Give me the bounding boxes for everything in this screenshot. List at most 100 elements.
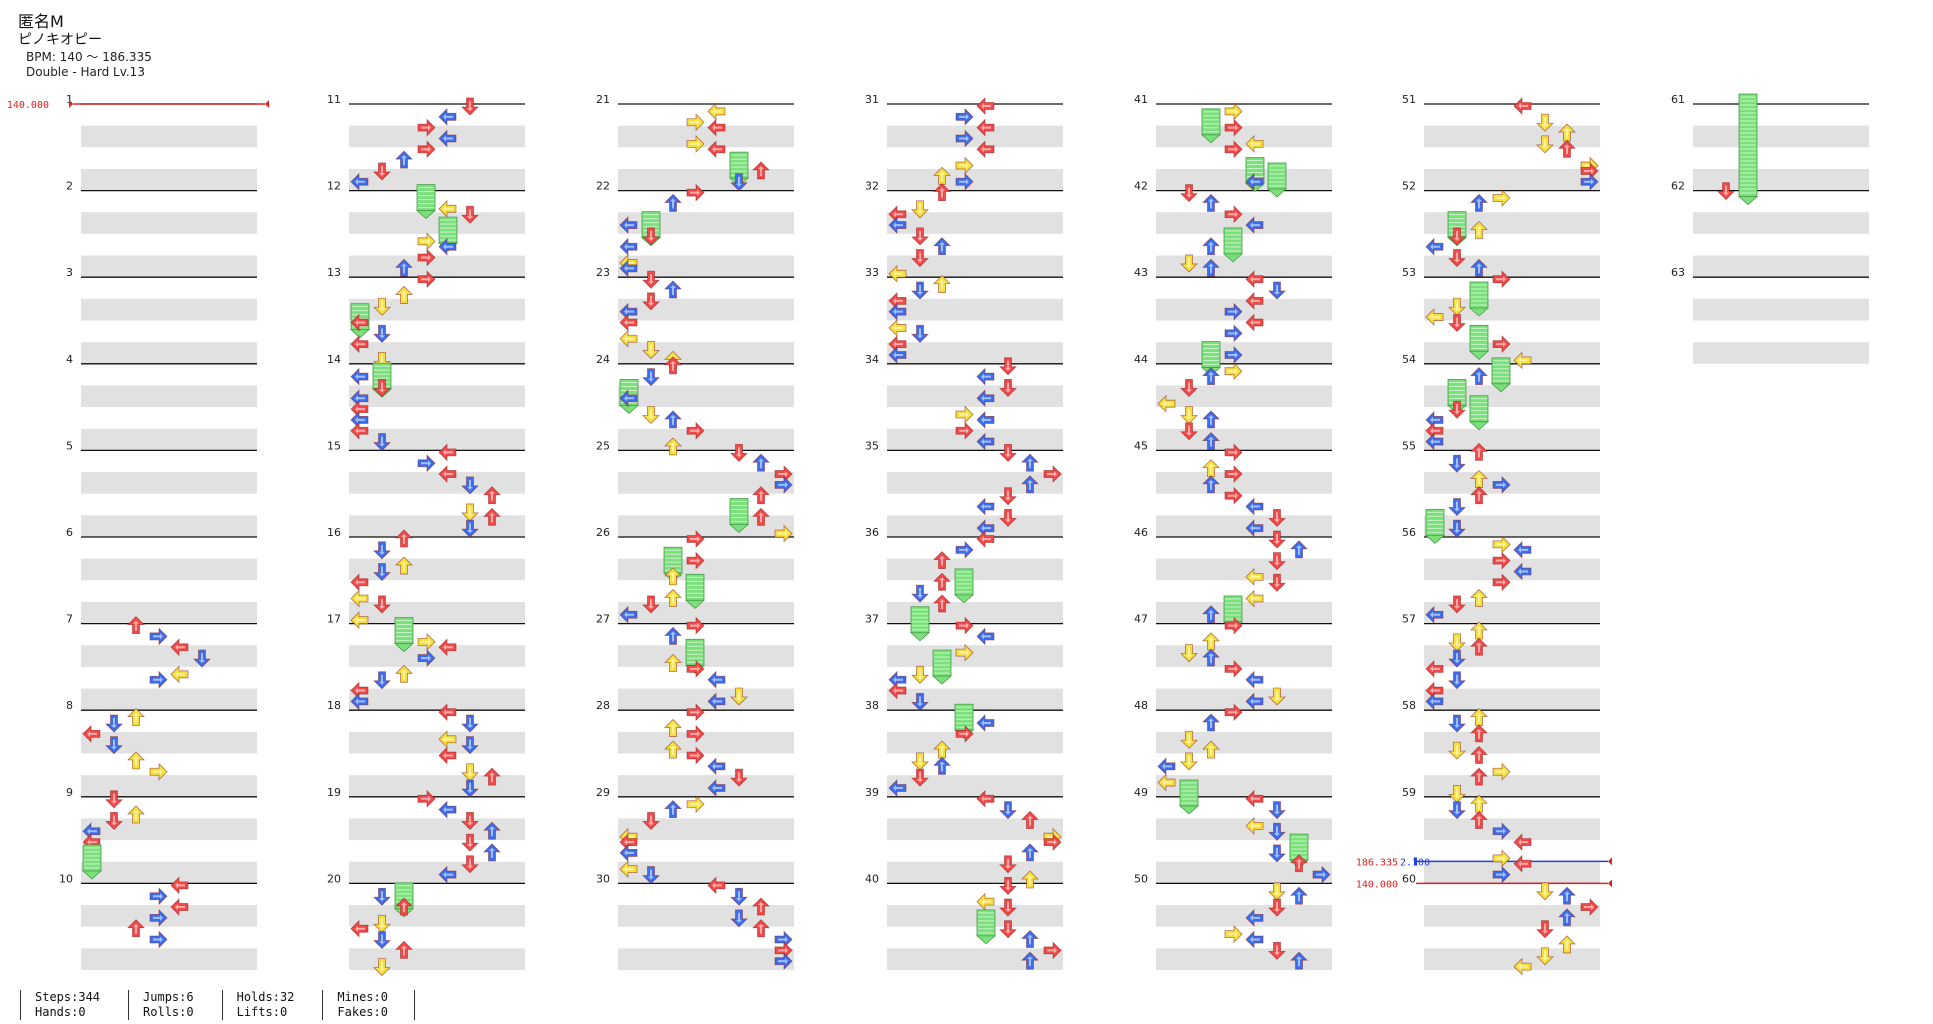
- measure-number: 17: [327, 613, 341, 626]
- note-arrow-icon: [999, 898, 1017, 917]
- note-arrow-icon: [1492, 535, 1511, 554]
- beat-stripe: [81, 558, 257, 581]
- note-arrow-icon: [1312, 865, 1331, 884]
- hold-note: [1266, 162, 1288, 198]
- measure-number: 29: [596, 786, 610, 799]
- beat-stripe: [349, 342, 525, 364]
- note-arrow-icon: [1224, 205, 1243, 224]
- measure-number: 22: [596, 180, 610, 193]
- note-arrow-icon: [350, 335, 369, 354]
- beat-stripe: [618, 601, 794, 624]
- note-arrow-icon: [888, 346, 907, 364]
- note-arrow-icon: [373, 563, 391, 582]
- note-arrow-icon: [619, 860, 638, 879]
- note-arrow-icon: [438, 107, 457, 126]
- beat-stripe: [1424, 515, 1600, 537]
- note-arrow-icon: [1470, 442, 1488, 461]
- note-arrow-icon: [999, 443, 1017, 462]
- note-arrow-icon: [1268, 844, 1286, 863]
- measure-number: 47: [1134, 613, 1148, 626]
- note-arrow-icon: [170, 638, 189, 657]
- beat-stripe: [349, 688, 525, 711]
- note-arrow-icon: [1245, 134, 1264, 153]
- note-arrow-icon: [438, 800, 457, 819]
- note-arrow-icon: [933, 237, 951, 256]
- note-arrow-icon: [888, 681, 907, 700]
- note-arrow-icon: [1202, 740, 1220, 759]
- note-arrow-icon: [438, 443, 457, 462]
- beat-stripe: [81, 428, 257, 451]
- stat-mines: Mines:0: [337, 990, 388, 1004]
- note-arrow-icon: [999, 877, 1017, 895]
- note-arrow-icon: [686, 551, 705, 570]
- hold-note: [1244, 157, 1266, 193]
- hold-note: [1222, 227, 1244, 263]
- measure-number: 25: [596, 439, 610, 452]
- note-arrow-icon: [911, 768, 929, 787]
- note-arrow-icon: [1492, 270, 1511, 289]
- note-arrow-icon: [438, 703, 457, 722]
- note-arrow-icon: [438, 465, 457, 484]
- note-arrow-icon: [752, 897, 770, 916]
- note-arrow-icon: [1224, 118, 1243, 137]
- beat-stripe: [1156, 905, 1332, 927]
- note-arrow-icon: [752, 453, 770, 472]
- bpm-arrow: [1608, 857, 1612, 866]
- bpm-arrow: [265, 100, 269, 108]
- note-arrow-icon: [395, 150, 413, 169]
- note-arrow-icon: [350, 692, 369, 711]
- beat-stripe: [349, 212, 525, 234]
- note-arrow-icon: [1470, 621, 1488, 640]
- note-arrow-icon: [1202, 713, 1220, 732]
- beat-stripe: [1693, 342, 1869, 364]
- beat-stripe: [81, 472, 257, 494]
- note-arrow-icon: [664, 588, 682, 607]
- note-arrow-icon: [955, 540, 974, 559]
- hold-note: [1200, 108, 1222, 144]
- note-arrow-icon: [395, 664, 413, 683]
- note-arrow-icon: [395, 258, 413, 277]
- note-arrow-icon: [1202, 605, 1220, 624]
- beat-stripe: [81, 298, 257, 321]
- note-arrow-icon: [105, 790, 123, 809]
- hold-note: [393, 617, 415, 653]
- hold-note: [1424, 508, 1446, 544]
- note-arrow-icon: [1224, 486, 1243, 505]
- beat-stripe: [887, 342, 1063, 364]
- beat-stripe: [1424, 212, 1600, 234]
- beat-stripe: [81, 905, 257, 927]
- hold-note: [1468, 395, 1490, 431]
- measure-number: 45: [1134, 439, 1148, 452]
- note-arrow-icon: [1245, 589, 1264, 608]
- note-arrow-icon: [619, 389, 638, 408]
- beat-stripe: [81, 125, 257, 148]
- stop-label: 2.100: [1400, 857, 1430, 868]
- measure-number: 44: [1134, 353, 1148, 366]
- measure-number: 56: [1402, 526, 1416, 539]
- note-arrow-icon: [1202, 237, 1220, 256]
- hold-note: [81, 844, 103, 880]
- note-arrow-icon: [730, 687, 748, 706]
- note-arrow-icon: [1558, 908, 1576, 927]
- note-arrow-icon: [127, 751, 145, 770]
- note-arrow-icon: [664, 567, 682, 586]
- measure-number: 24: [596, 353, 610, 366]
- measure-number: 50: [1134, 872, 1148, 885]
- beat-stripe: [1156, 775, 1332, 797]
- song-artist: ピノキオピー: [18, 32, 102, 48]
- note-arrow-icon: [642, 866, 660, 885]
- beat-stripe: [618, 385, 794, 408]
- step-chart: 1234567891011121314151617181920212223242…: [7, 93, 1869, 977]
- note-arrow-icon: [417, 649, 436, 668]
- stat-rolls: Rolls:0: [143, 1005, 194, 1019]
- beat-stripe: [81, 342, 257, 364]
- note-arrow-icon: [1224, 465, 1243, 484]
- note-arrow-icon: [1224, 324, 1243, 343]
- note-arrow-icon: [1180, 422, 1198, 441]
- measure-number: 63: [1671, 266, 1685, 279]
- note-arrow-icon: [1717, 182, 1735, 201]
- note-arrow-icon: [1448, 400, 1466, 419]
- note-arrow-icon: [707, 692, 726, 711]
- note-arrow-icon: [1448, 227, 1466, 246]
- hold-note: [1178, 779, 1200, 815]
